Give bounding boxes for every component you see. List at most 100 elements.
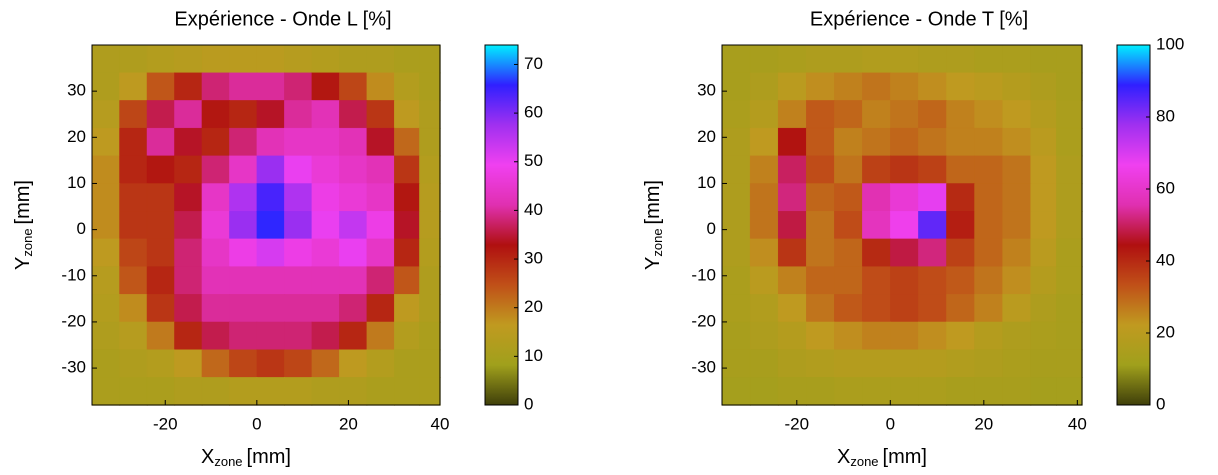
heat-cell — [146, 44, 176, 74]
heat-cell — [229, 44, 258, 74]
heat-cell — [946, 127, 976, 157]
heat-cell — [119, 183, 148, 212]
heat-cell — [256, 100, 285, 129]
heat-cell — [174, 127, 203, 157]
heat-cell — [119, 127, 148, 157]
heat-cell — [146, 127, 176, 157]
heat-cell — [721, 266, 751, 295]
heat-cell — [1030, 211, 1057, 240]
heat-cell — [174, 321, 203, 351]
heat-cell — [862, 127, 891, 157]
heat-cell — [777, 321, 807, 351]
heat-cell — [366, 238, 395, 268]
heat-cell — [777, 211, 807, 240]
heat-cell — [119, 294, 148, 323]
colorbar-tick-label: 30 — [524, 249, 543, 268]
heat-cell — [419, 72, 441, 102]
heat-cell — [229, 155, 258, 185]
heat-cell — [256, 238, 285, 268]
heat-cell — [201, 44, 231, 74]
heat-cell — [256, 72, 285, 102]
heat-cell — [749, 155, 779, 185]
chart-title: Expérience - Onde T [%] — [810, 8, 1028, 30]
heat-cell — [1002, 266, 1032, 295]
heat-cell — [749, 377, 779, 406]
heat-cell — [974, 321, 1004, 351]
label-sub: zone — [850, 454, 878, 469]
heat-cell — [146, 238, 176, 268]
heat-cell — [366, 100, 395, 129]
heat-cell — [174, 211, 203, 240]
heat-cell — [721, 100, 751, 129]
heat-cell — [91, 321, 121, 351]
heat-cell — [284, 294, 313, 323]
heat-cell — [1002, 155, 1032, 185]
heat-cell — [119, 100, 148, 129]
heat-cell — [419, 211, 441, 240]
heat-cell — [862, 72, 891, 102]
heat-cell — [119, 238, 148, 268]
x-tick-label: 40 — [431, 414, 450, 433]
heat-cell — [339, 238, 368, 268]
y-tick-label: -30 — [61, 358, 86, 377]
heat-cell — [918, 183, 948, 212]
heat-cell — [890, 266, 920, 295]
heat-cell — [749, 44, 779, 74]
label-main: Y — [12, 257, 34, 270]
heat-cell — [862, 321, 891, 351]
heat-cell — [256, 294, 285, 323]
heat-cell — [256, 266, 285, 295]
heat-cell — [229, 100, 258, 129]
heat-cell — [119, 72, 148, 102]
heat-cell — [394, 349, 421, 378]
colorbar-tick-label: 20 — [1156, 322, 1175, 341]
heat-cell — [174, 155, 203, 185]
heat-cell — [284, 321, 313, 351]
heat-cell — [229, 127, 258, 157]
label-unit: [mm] — [642, 180, 664, 224]
heat-cell — [174, 266, 203, 295]
heat-cell — [777, 266, 807, 295]
heat-cell — [419, 127, 441, 157]
x-axis-label: Xzone [mm] — [837, 446, 927, 469]
heat-cell — [721, 127, 751, 157]
heat-cell — [1030, 127, 1057, 157]
heat-cell — [256, 155, 285, 185]
heat-cell — [1002, 100, 1032, 129]
heat-cell — [339, 183, 368, 212]
heat-cell — [918, 44, 948, 74]
heat-cell — [339, 321, 368, 351]
heat-cell — [174, 72, 203, 102]
colorbar-tick-label: 100 — [1156, 34, 1184, 53]
heat-cell — [284, 377, 313, 406]
heat-cell — [366, 44, 395, 74]
heat-cell — [201, 294, 231, 323]
heat-cell — [1056, 44, 1083, 74]
heat-cell — [174, 377, 203, 406]
heat-cell — [1056, 100, 1083, 129]
heat-cell — [229, 321, 258, 351]
heat-cell — [146, 377, 176, 406]
heat-cell — [339, 294, 368, 323]
heat-cell — [1030, 294, 1057, 323]
y-tick-label: 10 — [697, 173, 716, 192]
heat-cell — [146, 294, 176, 323]
heat-cell — [256, 377, 285, 406]
heat-cell — [918, 127, 948, 157]
heat-cell — [146, 349, 176, 378]
heat-cell — [91, 44, 121, 74]
heat-cell — [749, 211, 779, 240]
heat-cell — [721, 238, 751, 268]
heat-cell — [946, 183, 976, 212]
heat-cell — [201, 155, 231, 185]
heat-cell — [1030, 44, 1057, 74]
heat-cell — [311, 72, 340, 102]
x-tick-label: 20 — [339, 414, 358, 433]
heat-cell — [284, 266, 313, 295]
heat-cell — [918, 266, 948, 295]
heat-cell — [91, 349, 121, 378]
heat-cell — [311, 377, 340, 406]
heat-cell — [834, 211, 863, 240]
colorbar-tick-label: 0 — [1156, 394, 1165, 413]
